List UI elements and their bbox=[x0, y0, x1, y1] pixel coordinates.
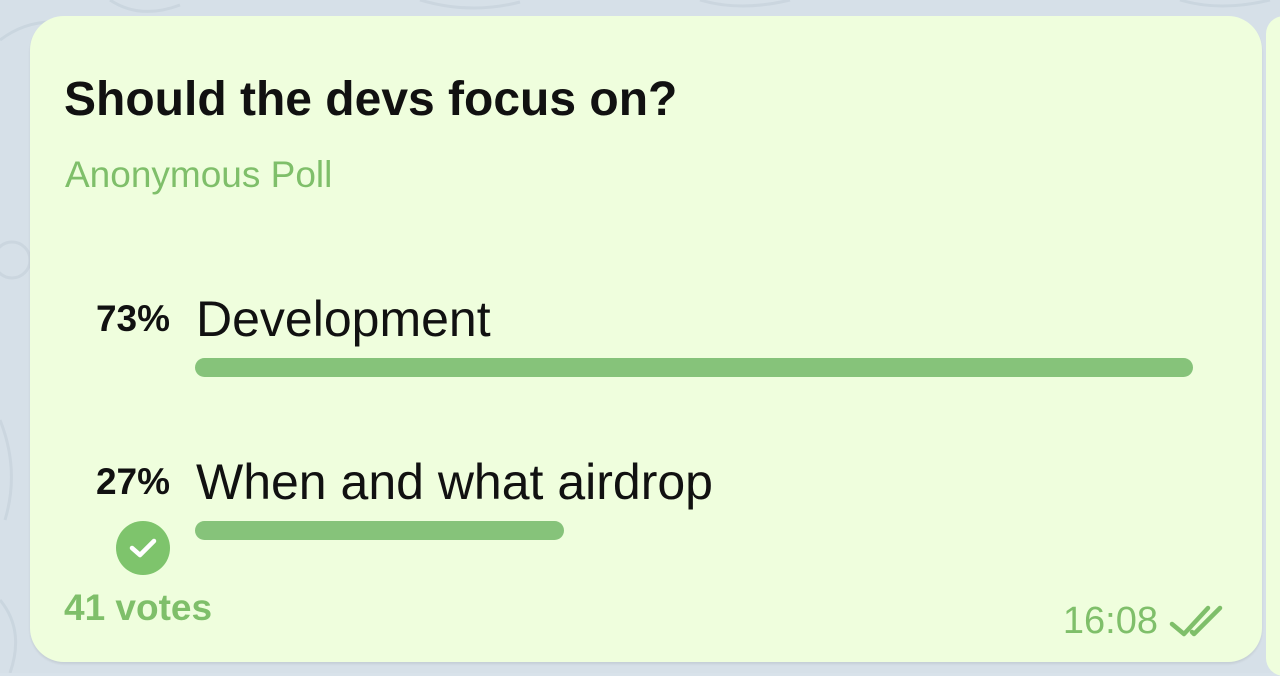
votes-count[interactable]: 41 votes bbox=[64, 587, 213, 628]
option-result-bar bbox=[195, 358, 1193, 377]
chosen-check-icon bbox=[116, 521, 170, 575]
checkmark-icon bbox=[129, 538, 157, 558]
poll-message-bubble[interactable]: Should the devs focus on? Anonymous Poll… bbox=[30, 16, 1262, 662]
option-result-bar bbox=[195, 521, 1193, 540]
poll-question: Should the devs focus on? bbox=[64, 73, 678, 126]
poll-option-airdrop[interactable]: 27% When and what airdrop bbox=[30, 441, 1262, 575]
option-result-fill bbox=[195, 521, 565, 540]
double-check-icon bbox=[1169, 605, 1223, 636]
poll-option-development[interactable]: 73% Development bbox=[30, 278, 1262, 388]
option-label: When and what airdrop bbox=[196, 454, 713, 510]
message-time: 16:08 bbox=[1062, 600, 1158, 642]
option-label: Development bbox=[196, 291, 491, 347]
option-percent: 27% bbox=[95, 461, 170, 502]
message-meta: 16:08 bbox=[1063, 600, 1232, 643]
adjacent-bubble-edge bbox=[1266, 16, 1280, 676]
poll-type-label: Anonymous Poll bbox=[65, 154, 333, 195]
option-result-fill bbox=[195, 358, 1193, 377]
option-percent: 73% bbox=[95, 298, 170, 339]
